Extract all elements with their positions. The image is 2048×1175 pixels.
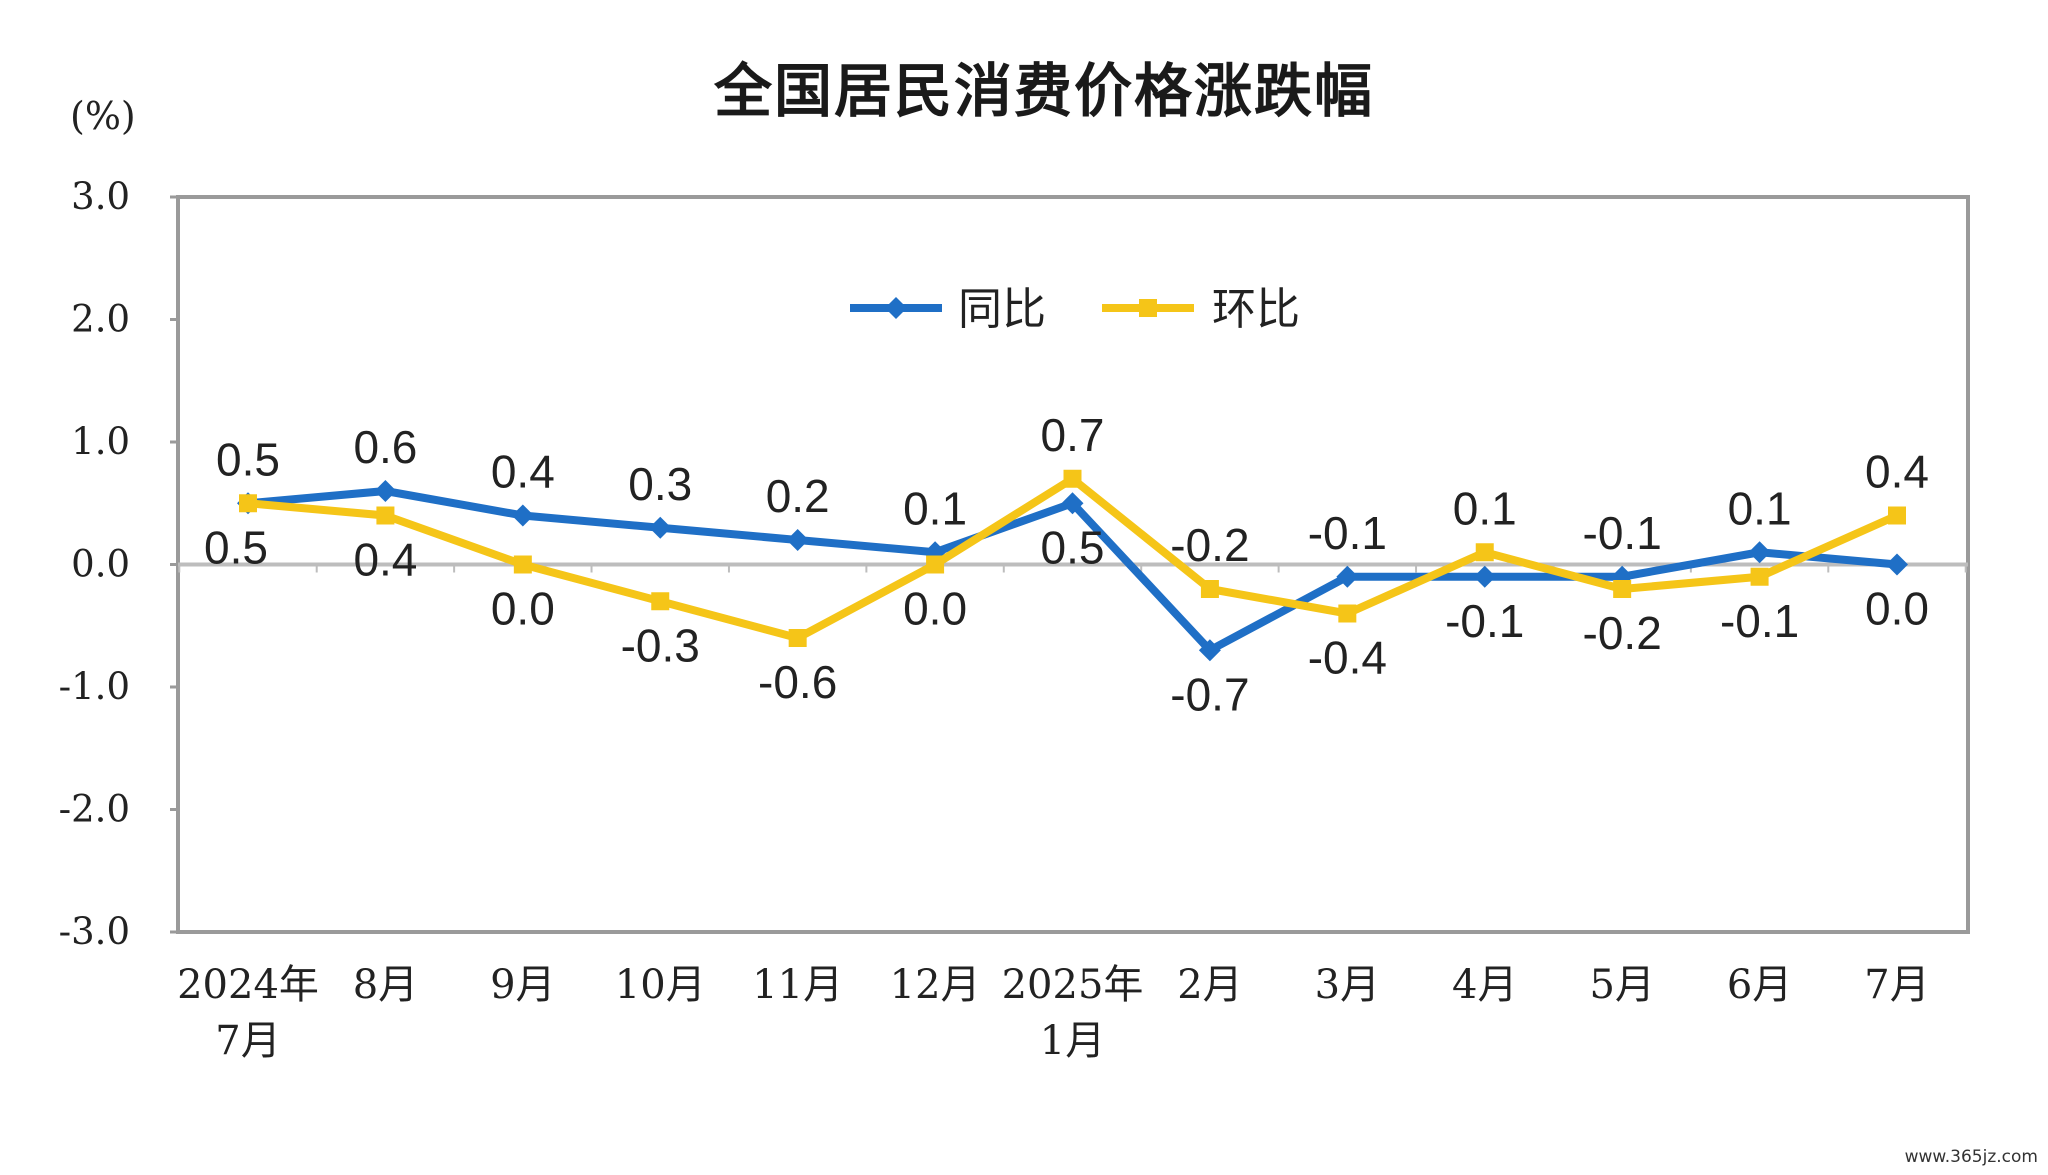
x-tick-label: 2025年 <box>1002 962 1144 1008</box>
x-tick-label: 12月 <box>890 962 981 1008</box>
data-point-mom <box>1613 580 1632 598</box>
data-point-mom <box>1475 543 1494 562</box>
data-point-yoy <box>786 529 809 551</box>
data-point-yoy <box>1198 639 1221 662</box>
legend-marker-yoy <box>885 297 907 319</box>
x-tick-label: 10月 <box>615 962 706 1008</box>
data-point-yoy <box>649 516 672 539</box>
data-label-mom: 0.0 <box>903 583 967 635</box>
data-label-mom: -0.1 <box>1720 595 1799 647</box>
x-tick-label: 11月 <box>752 962 843 1008</box>
data-label-mom: -0.2 <box>1170 519 1249 571</box>
data-point-mom <box>376 506 395 525</box>
x-tick-label: 7月 <box>215 1018 280 1064</box>
watermark: www.365jz.com <box>1904 1147 2038 1167</box>
data-label-yoy: 0.1 <box>903 482 967 534</box>
data-point-yoy <box>511 504 534 527</box>
data-label-yoy: -0.1 <box>1308 507 1387 559</box>
data-point-yoy <box>1748 541 1771 564</box>
x-tick-label: 1月 <box>1040 1018 1105 1064</box>
x-tick-label: 8月 <box>353 962 418 1008</box>
data-label-mom: -0.3 <box>621 619 700 671</box>
data-label-yoy: 0.3 <box>628 458 692 510</box>
x-tick-label: 2月 <box>1177 962 1242 1008</box>
data-label-yoy: 0.0 <box>1865 583 1929 635</box>
data-label-mom: 0.1 <box>1453 482 1517 534</box>
y-tick-label: 0.0 <box>71 543 130 586</box>
data-point-mom <box>651 592 670 611</box>
x-tick-label: 4月 <box>1452 962 1517 1008</box>
y-tick-label: 1.0 <box>71 420 130 463</box>
y-unit-label: (%) <box>70 94 136 138</box>
x-tick-label: 7月 <box>1864 962 1929 1008</box>
data-point-yoy <box>1336 565 1359 588</box>
data-point-mom <box>1063 469 1082 488</box>
x-tick-label: 9月 <box>490 962 555 1008</box>
data-label-yoy: 0.6 <box>353 421 417 473</box>
data-point-mom <box>788 629 807 647</box>
legend-label: 同比 <box>958 284 1046 335</box>
y-tick-label: -3.0 <box>59 910 130 953</box>
data-point-mom <box>513 555 532 574</box>
data-label-mom: -0.2 <box>1583 607 1662 659</box>
data-point-yoy <box>1061 492 1084 515</box>
data-point-mom <box>1338 604 1357 623</box>
data-point-yoy <box>1473 565 1496 588</box>
y-tick-label: 3.0 <box>71 175 130 218</box>
data-label-yoy: 0.1 <box>1728 482 1792 534</box>
x-tick-label: 2024年 <box>177 962 319 1008</box>
legend-label: 环比 <box>1212 284 1300 335</box>
data-point-mom <box>239 494 257 513</box>
data-label-mom: 0.0 <box>491 583 555 635</box>
y-tick-label: -1.0 <box>59 665 130 708</box>
data-label-yoy: 0.4 <box>491 446 555 498</box>
data-label-mom: -0.4 <box>1308 632 1387 684</box>
data-label-yoy: 0.5 <box>1041 521 1105 573</box>
legend-marker-mom <box>1139 299 1157 317</box>
data-label-mom: 0.5 <box>204 521 268 573</box>
chart-title: 全国居民消费价格涨跌幅 <box>713 57 1374 125</box>
x-tick-label: 3月 <box>1315 962 1380 1008</box>
x-tick-label: 5月 <box>1589 962 1654 1008</box>
data-label-yoy: 0.2 <box>766 470 830 522</box>
data-point-yoy <box>1886 553 1908 576</box>
data-point-mom <box>1750 567 1769 586</box>
data-label-mom: 0.4 <box>353 534 417 586</box>
y-tick-label: 2.0 <box>71 298 130 341</box>
data-label-yoy: -0.7 <box>1170 668 1249 720</box>
data-point-mom <box>1200 580 1219 598</box>
data-point-mom <box>1888 506 1906 525</box>
x-tick-label: 6月 <box>1727 962 1792 1008</box>
data-point-mom <box>926 555 945 574</box>
data-label-yoy: 0.5 <box>216 433 280 485</box>
data-label-mom: 0.4 <box>1865 446 1929 498</box>
data-point-yoy <box>374 480 397 502</box>
data-label-mom: 0.7 <box>1041 409 1105 461</box>
data-label-mom: -0.6 <box>758 656 837 708</box>
data-label-yoy: -0.1 <box>1583 507 1662 559</box>
data-label-yoy: -0.1 <box>1445 595 1524 647</box>
y-tick-label: -2.0 <box>59 788 130 831</box>
